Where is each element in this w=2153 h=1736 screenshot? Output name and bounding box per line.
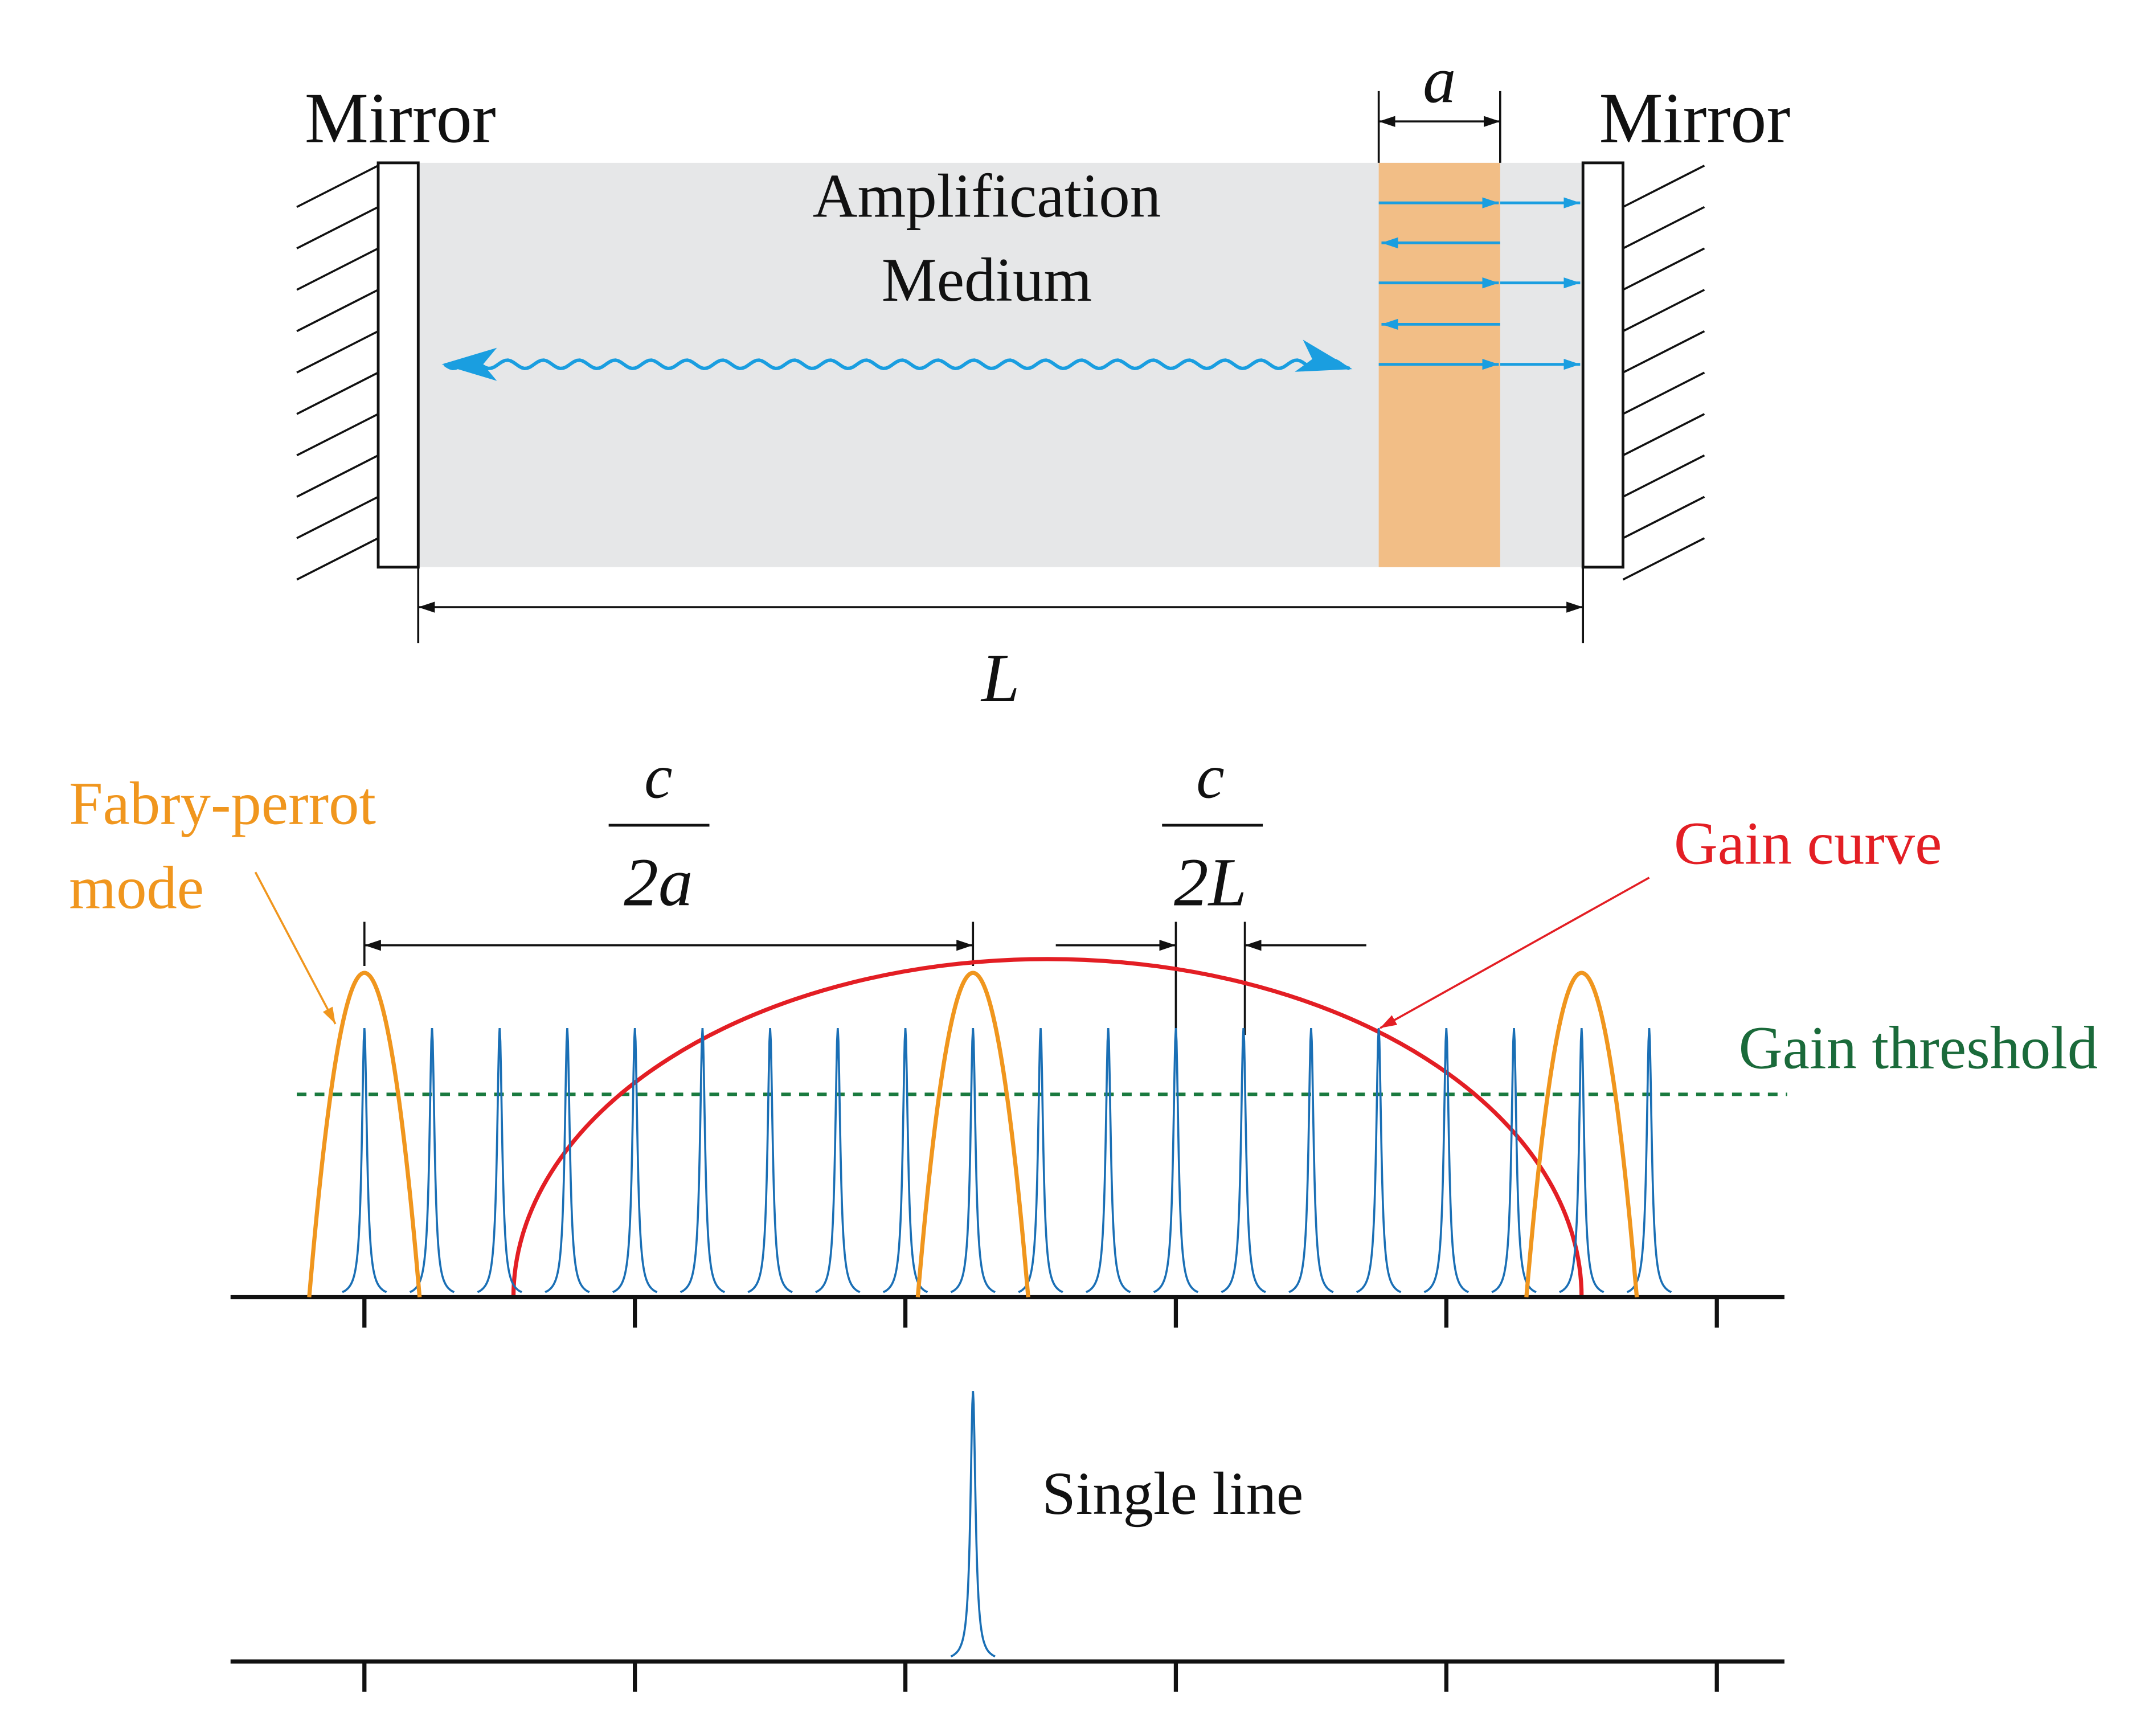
pointer: [254, 871, 337, 1025]
spacing-dimensions: [363, 922, 1366, 1035]
hatch: [1622, 289, 1705, 333]
mirror-label: Mirror: [305, 79, 496, 158]
gain-threshold-label: Gain threshold: [1739, 1014, 2098, 1082]
hatch: [1622, 454, 1705, 498]
hatch: [296, 496, 379, 539]
etalon-dimension: [1377, 91, 1501, 163]
hatch: [1622, 413, 1705, 457]
cavity-mode: [815, 1027, 861, 1293]
fp-mode: [1524, 971, 1639, 1297]
hatch: [1622, 496, 1705, 539]
cavity-mode: [1221, 1027, 1266, 1293]
hatch: [296, 371, 379, 415]
cavity-mode: [1559, 1027, 1604, 1293]
cavity-length: L: [980, 640, 1020, 716]
fraction-denominator: 2a: [624, 844, 693, 920]
fp-mode: [915, 971, 1030, 1297]
pointer: [1380, 877, 1650, 1029]
cavity-mode: [950, 1027, 996, 1293]
fraction-denominator: 2L: [1174, 844, 1247, 920]
medium-label: Amplification: [813, 161, 1161, 230]
hatch: [1622, 206, 1705, 249]
cavity-mode: [342, 1027, 387, 1293]
cavity-mode: [1086, 1027, 1131, 1293]
hatch: [296, 454, 379, 498]
cavity-mode: [545, 1027, 590, 1293]
mirror-label: Mirror: [1599, 79, 1791, 158]
output-label: Single line: [1042, 1460, 1303, 1528]
hatch: [1622, 371, 1705, 415]
etalon-width: a: [1423, 43, 1456, 117]
cavity-mode: [612, 1027, 658, 1293]
length-dimension: [417, 567, 1585, 644]
hatch: [296, 206, 379, 249]
cavity-mode: [1356, 1027, 1402, 1293]
hatch: [1622, 247, 1705, 291]
hatch: [296, 537, 379, 581]
layout: [230, 91, 1787, 1692]
cavity-mode: [680, 1027, 726, 1293]
left-mirror: [376, 161, 420, 569]
hatch: [296, 247, 379, 291]
right-mirror: [1581, 161, 1624, 569]
fp-label: mode: [69, 854, 204, 922]
wave: [442, 339, 1353, 408]
cavity-mode: [1423, 1027, 1470, 1293]
fp-label: Fabry-perrot: [69, 770, 376, 837]
fraction-numerator: c: [1196, 742, 1224, 812]
hatch: [296, 413, 379, 457]
gain-curve-label: Gain curve: [1674, 810, 1942, 878]
hatch: [296, 330, 379, 374]
gain-curve: [511, 957, 1584, 1297]
cavity-mode: [477, 1027, 522, 1293]
hatch: [1622, 537, 1705, 581]
cavity-mode: [747, 1027, 793, 1293]
hatch: [1622, 165, 1705, 208]
fp-mode: [307, 971, 422, 1297]
hatch: [296, 289, 379, 333]
cavity-mode: [1153, 1027, 1199, 1293]
single-line: [950, 1391, 996, 1657]
fraction-numerator: c: [644, 742, 672, 812]
hatch: [1622, 330, 1705, 374]
medium-label: Medium: [882, 245, 1092, 314]
cavity-mode: [1288, 1027, 1334, 1293]
hatch: [296, 165, 379, 208]
